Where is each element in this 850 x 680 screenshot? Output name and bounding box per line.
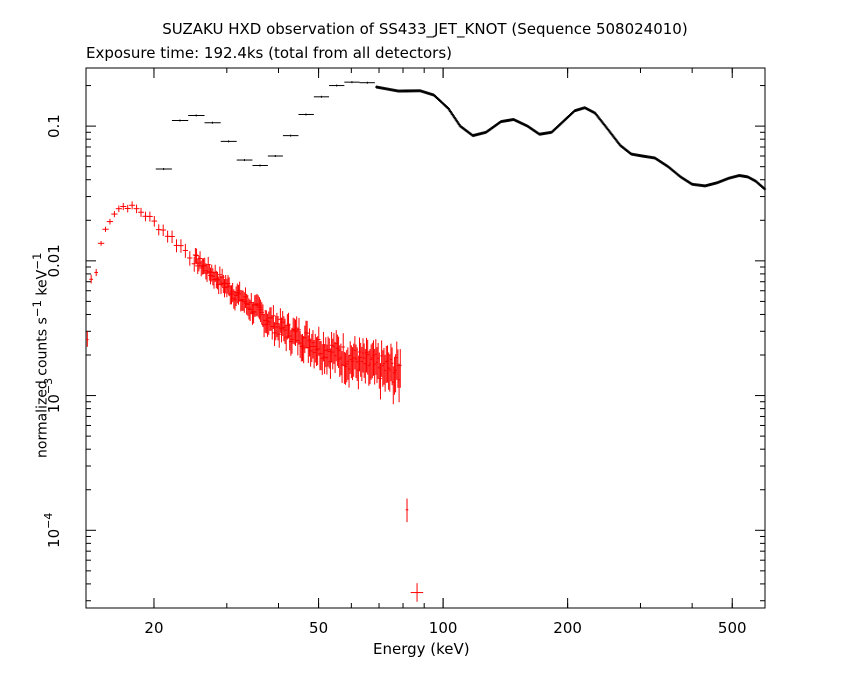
y-tick-label: 0.01: [45, 244, 63, 277]
x-tick-label: 500: [718, 619, 747, 637]
x-axis: 20 50 100 200 500: [144, 68, 766, 637]
series-red-points: [86, 201, 424, 602]
y-tick-text: 0.1: [45, 114, 63, 138]
y-tick-base: 10: [45, 394, 63, 413]
x-tick-label: 20: [144, 619, 163, 637]
y-axis-label-sup2: −1: [30, 252, 44, 270]
x-axis-label: Energy (keV): [373, 640, 470, 658]
x-tick-label: 50: [309, 619, 328, 637]
y-tick-label: 10−3: [42, 378, 63, 413]
y-axis-label-sup1: −1: [30, 300, 44, 318]
x-tick-label: 200: [553, 619, 582, 637]
y-axis-label-base: normalized counts s: [34, 317, 51, 458]
x-tick-label: 100: [429, 619, 458, 637]
y-tick-text: 10−3: [42, 378, 63, 413]
chart-subtitle: Exposure time: 192.4ks (total from all d…: [86, 44, 453, 62]
y-axis-label: normalized counts s−1 keV−1: [30, 253, 51, 458]
chart-title: SUZAKU HXD observation of SS433_JET_KNOT…: [162, 20, 688, 38]
y-tick-text: 10−4: [42, 513, 63, 548]
plot-frame: [85, 67, 766, 609]
y-tick-sup: −4: [42, 513, 55, 529]
y-tick-sup: −3: [42, 378, 55, 394]
y-tick-label: 10−4: [42, 513, 63, 548]
y-tick-text: 0.01: [45, 244, 63, 277]
y-axis-label-mid: keV: [34, 269, 51, 301]
series-black-points: [155, 81, 767, 191]
y-tick-label: 0.1: [45, 114, 63, 138]
y-tick-base: 10: [45, 529, 63, 548]
